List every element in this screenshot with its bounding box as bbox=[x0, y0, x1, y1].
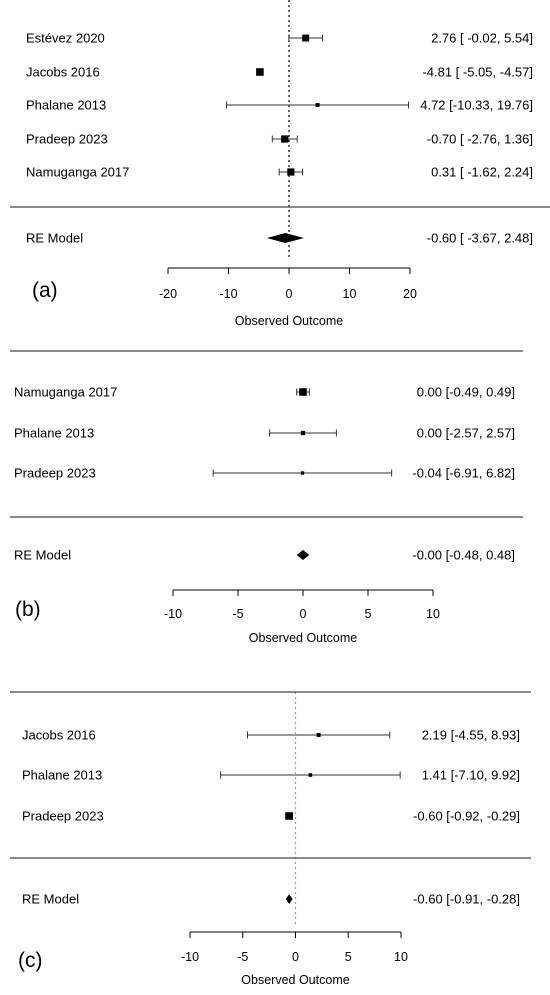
summary-label: RE Model bbox=[26, 231, 83, 246]
study-ci-text: -0.04 [-6.91, 6.82] bbox=[412, 466, 515, 481]
panel-letter: (c) bbox=[18, 949, 43, 972]
study-label: Pradeep 2023 bbox=[14, 466, 96, 481]
x-tick-label: 5 bbox=[345, 950, 352, 964]
x-axis-title: Observed Outcome bbox=[235, 314, 343, 328]
x-axis-title: Observed Outcome bbox=[241, 973, 349, 987]
forest-panel-c: Jacobs 2016 2.19 [-4.55, 8.93] Phalane 201… bbox=[10, 691, 531, 987]
study-row: Phalane 2013 4.72 [-10.33, 19.76] bbox=[26, 98, 533, 113]
summary-label: RE Model bbox=[14, 548, 71, 563]
x-axis-title: Observed Outcome bbox=[249, 631, 357, 645]
x-axis: -10 -5 0 5 10 Observed Outcome bbox=[181, 931, 408, 987]
study-row: Phalane 2013 0.00 [-2.57, 2.57] bbox=[14, 426, 515, 441]
summary-ci-text: -0.00 [-0.48, 0.48] bbox=[412, 548, 515, 563]
x-axis: -10 -5 0 5 10 Observed Outcome bbox=[164, 589, 440, 645]
study-row: Namuganga 2017 0.31 [ -1.62, 2.24] bbox=[26, 165, 533, 180]
x-tick-label: -5 bbox=[237, 950, 248, 964]
x-tick-label: -10 bbox=[219, 287, 237, 301]
study-ci-text: -0.60 [-0.92, -0.29] bbox=[413, 809, 520, 824]
study-point-estimate bbox=[300, 471, 305, 475]
forest-panel-b: Namuganga 2017 0.00 [-0.49, 0.49] Phalane … bbox=[10, 350, 523, 645]
summary-diamond bbox=[285, 894, 293, 904]
study-label: Namuganga 2017 bbox=[14, 385, 117, 400]
x-tick-label: -10 bbox=[181, 950, 199, 964]
summary-ci-text: -0.60 [-0.91, -0.28] bbox=[413, 892, 520, 907]
study-ci-text: -4.81 [ -5.05, -4.57] bbox=[422, 65, 533, 80]
study-ci-text: 0.31 [ -1.62, 2.24] bbox=[431, 165, 533, 180]
study-point-estimate bbox=[299, 388, 307, 396]
study-point-estimate bbox=[281, 135, 289, 143]
study-ci-text: 1.41 [-7.10, 9.92] bbox=[422, 768, 520, 783]
study-row: Pradeep 2023 -0.70 [ -2.76, 1.36] bbox=[26, 132, 533, 147]
x-tick-label: 20 bbox=[403, 287, 417, 301]
study-point-estimate bbox=[315, 103, 320, 107]
x-axis: -20 -10 0 10 20 Observed Outcome bbox=[159, 267, 417, 328]
summary-ci-text: -0.60 [ -3.67, 2.48] bbox=[427, 231, 533, 246]
study-row: Jacobs 2016 -4.81 [ -5.05, -4.57] bbox=[26, 65, 533, 80]
panel-letter: (a) bbox=[32, 279, 58, 302]
summary-row: RE Model -0.00 [-0.48, 0.48] bbox=[14, 548, 515, 563]
study-row: Estévez 2020 2.76 [ -0.02, 5.54] bbox=[26, 31, 533, 46]
x-tick-label: -5 bbox=[232, 607, 243, 621]
summary-label: RE Model bbox=[22, 892, 79, 907]
x-tick-label: 0 bbox=[300, 607, 307, 621]
x-tick-label: 10 bbox=[426, 607, 440, 621]
study-label: Namuganga 2017 bbox=[26, 165, 129, 180]
study-row: Phalane 2013 1.41 [-7.10, 9.92] bbox=[22, 768, 520, 783]
x-tick-label: 0 bbox=[292, 950, 299, 964]
study-point-estimate bbox=[308, 773, 313, 777]
summary-diamond bbox=[266, 233, 305, 243]
study-ci-text: -0.70 [ -2.76, 1.36] bbox=[427, 132, 533, 147]
panel-letter: (b) bbox=[15, 598, 41, 621]
study-label: Phalane 2013 bbox=[22, 768, 102, 783]
study-ci-text: 2.19 [-4.55, 8.93] bbox=[422, 728, 520, 743]
study-ci-text: 2.76 [ -0.02, 5.54] bbox=[431, 31, 533, 46]
study-row: Namuganga 2017 0.00 [-0.49, 0.49] bbox=[14, 385, 515, 400]
x-tick-label: 10 bbox=[394, 950, 408, 964]
study-point-estimate bbox=[285, 812, 293, 820]
study-row: Jacobs 2016 2.19 [-4.55, 8.93] bbox=[22, 728, 520, 743]
x-tick-label: -20 bbox=[159, 287, 177, 301]
study-row: Pradeep 2023 -0.04 [-6.91, 6.82] bbox=[14, 466, 515, 481]
study-label: Jacobs 2016 bbox=[26, 65, 100, 80]
study-point-estimate bbox=[300, 430, 306, 436]
x-tick-label: 10 bbox=[343, 287, 357, 301]
study-label: Pradeep 2023 bbox=[26, 132, 108, 147]
study-label: Pradeep 2023 bbox=[22, 809, 104, 824]
summary-row: RE Model -0.60 [-0.91, -0.28] bbox=[22, 892, 520, 907]
study-label: Estévez 2020 bbox=[26, 31, 105, 46]
x-tick-label: 5 bbox=[365, 607, 372, 621]
study-ci-text: 0.00 [-2.57, 2.57] bbox=[417, 426, 515, 441]
forest-panel-a: Estévez 2020 2.76 [ -0.02, 5.54] Jacobs 20… bbox=[10, 0, 550, 328]
x-tick-label: -10 bbox=[164, 607, 182, 621]
study-ci-text: 0.00 [-0.49, 0.49] bbox=[417, 385, 515, 400]
study-point-estimate bbox=[316, 733, 321, 737]
study-label: Phalane 2013 bbox=[14, 426, 94, 441]
study-point-estimate bbox=[302, 34, 310, 42]
study-point-estimate bbox=[287, 168, 295, 176]
study-label: Phalane 2013 bbox=[26, 98, 106, 113]
study-point-estimate bbox=[256, 68, 264, 76]
study-label: Jacobs 2016 bbox=[22, 728, 96, 743]
x-tick-label: 0 bbox=[286, 287, 293, 301]
summary-row: RE Model -0.60 [ -3.67, 2.48] bbox=[26, 231, 533, 246]
study-ci-text: 4.72 [-10.33, 19.76] bbox=[420, 98, 533, 113]
summary-diamond bbox=[296, 550, 310, 560]
study-row: Pradeep 2023 -0.60 [-0.92, -0.29] bbox=[22, 809, 520, 824]
